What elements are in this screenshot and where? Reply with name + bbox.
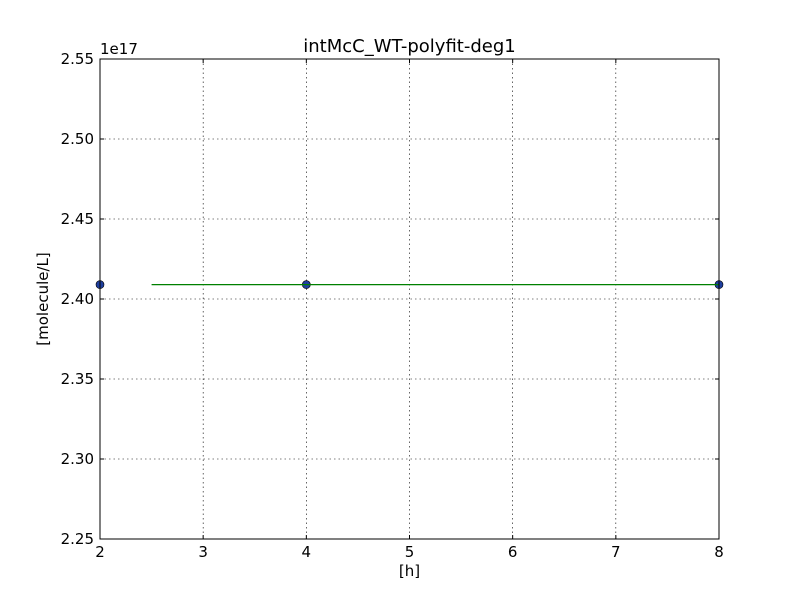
x-tick-label: 6 <box>508 543 518 561</box>
x-tick-label: 5 <box>405 543 415 561</box>
y-axis-label: [molecule/L] <box>34 252 52 345</box>
chart-title: intMcC_WT-polyfit-deg1 <box>303 36 515 57</box>
x-tick-label: 4 <box>302 543 312 561</box>
x-tick-label: 3 <box>198 543 208 561</box>
y-offset-label: 1e17 <box>100 40 138 58</box>
x-tick-label: 8 <box>714 543 724 561</box>
y-tick-label: 2.45 <box>61 210 94 228</box>
x-tick-label: 7 <box>611 543 621 561</box>
y-tick-label: 2.50 <box>61 130 94 148</box>
y-tick-label: 2.35 <box>61 370 94 388</box>
x-tick-label: 2 <box>95 543 105 561</box>
ticks: 2 3 4 5 6 7 8 2.25 2.30 2.35 2.40 2.45 2.50 2.55 <box>61 50 724 561</box>
y-tick-label: 2.40 <box>61 290 94 308</box>
y-tick-label: 2.30 <box>61 450 94 468</box>
plot-series <box>95 280 724 289</box>
y-tick-label: 2.55 <box>61 50 94 68</box>
grid-lines <box>99 58 720 540</box>
y-tick-label: 2.25 <box>61 530 94 548</box>
x-axis-label: [h] <box>399 562 420 580</box>
